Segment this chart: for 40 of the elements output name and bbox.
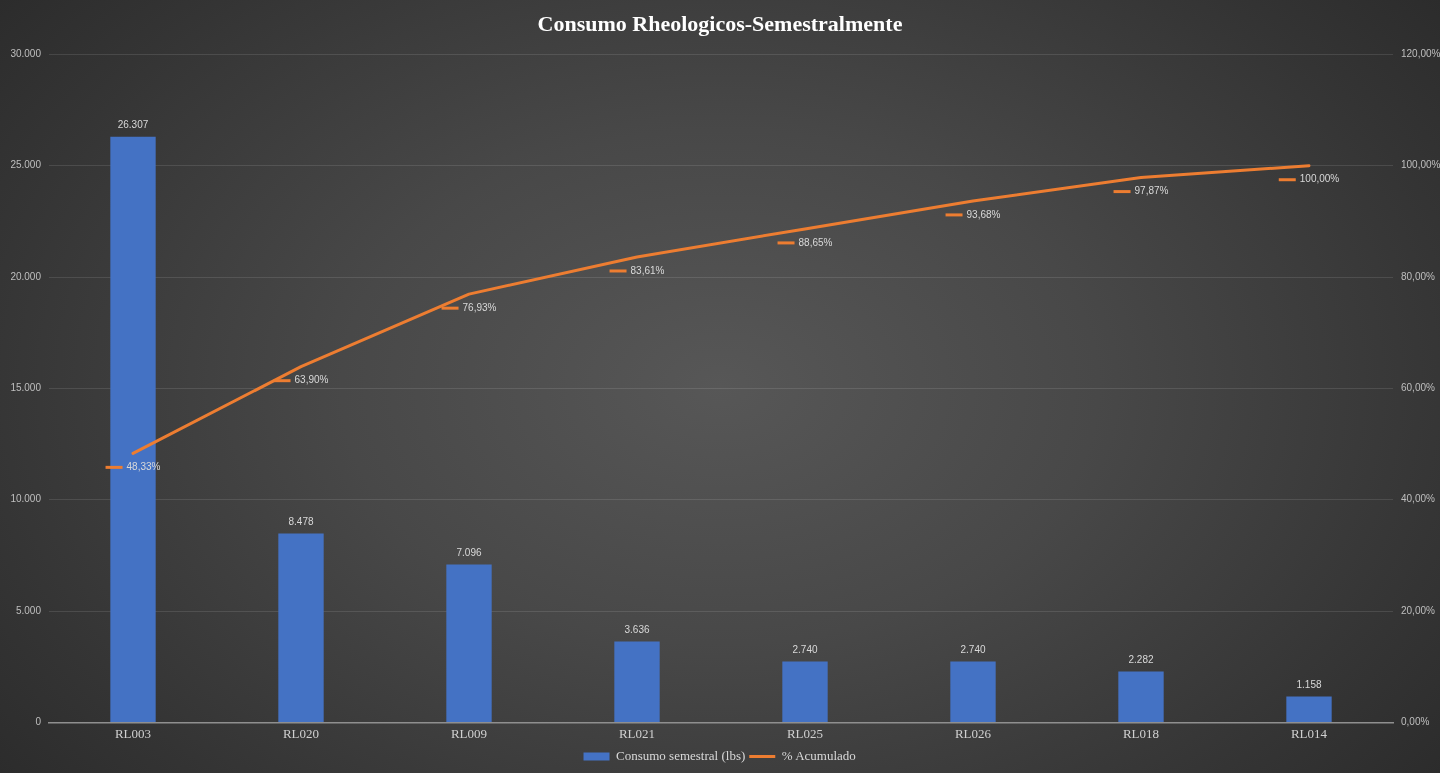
data-label: 83,61%	[630, 264, 665, 276]
y2-tick-label: 100,00%	[1401, 159, 1440, 171]
y-tick-label: 0	[35, 716, 42, 728]
legend-label: % Acumulado	[781, 747, 856, 763]
y-tick-label: 5.000	[15, 604, 42, 616]
data-label: 93,68%	[966, 208, 1001, 220]
x-tick-label: RL014	[1290, 725, 1328, 741]
y2-tick-label: 120,00%	[1401, 48, 1440, 60]
data-label: 100,00%	[1299, 173, 1340, 185]
y-tick-label: 25.000	[10, 159, 42, 171]
data-label: 76,93%	[462, 301, 497, 313]
x-tick-label: RL009	[450, 725, 488, 741]
y-tick-label: 15.000	[10, 382, 42, 394]
data-label: 97,87%	[1134, 185, 1169, 197]
data-label: 63,90%	[294, 374, 329, 386]
data-label: 2.740	[792, 644, 818, 656]
data-label: 88,65%	[798, 236, 833, 248]
data-label: 2.282	[1128, 654, 1154, 666]
data-label: 8.478	[288, 516, 314, 528]
data-label: 26.307	[117, 119, 149, 131]
data-label: 7.096	[456, 547, 482, 559]
x-tick-label: RL018	[1122, 725, 1160, 741]
y2-tick-label: 0,00%	[1401, 716, 1430, 728]
y2-tick-label: 80,00%	[1401, 270, 1436, 282]
x-tick-label: RL025	[786, 725, 824, 741]
legend-label: Consumo semestral (lbs)	[616, 747, 746, 763]
y2-tick-label: 60,00%	[1401, 382, 1436, 394]
x-tick-label: RL020	[282, 725, 320, 741]
data-label: 2.740	[960, 644, 986, 656]
x-tick-label: RL026	[954, 725, 992, 741]
y-tick-label: 30.000	[10, 48, 42, 60]
x-tick-label: RL003	[114, 725, 152, 741]
data-label: 1.158	[1296, 679, 1322, 691]
y2-tick-label: 40,00%	[1401, 493, 1436, 505]
data-label: 3.636	[624, 624, 650, 636]
x-tick-label: RL021	[618, 725, 656, 741]
y-tick-label: 20.000	[10, 270, 42, 282]
chart-title: Consumo Rheologicos-Semestralmente	[537, 10, 903, 36]
y2-tick-label: 20,00%	[1401, 604, 1436, 616]
y-tick-label: 10.000	[10, 493, 42, 505]
